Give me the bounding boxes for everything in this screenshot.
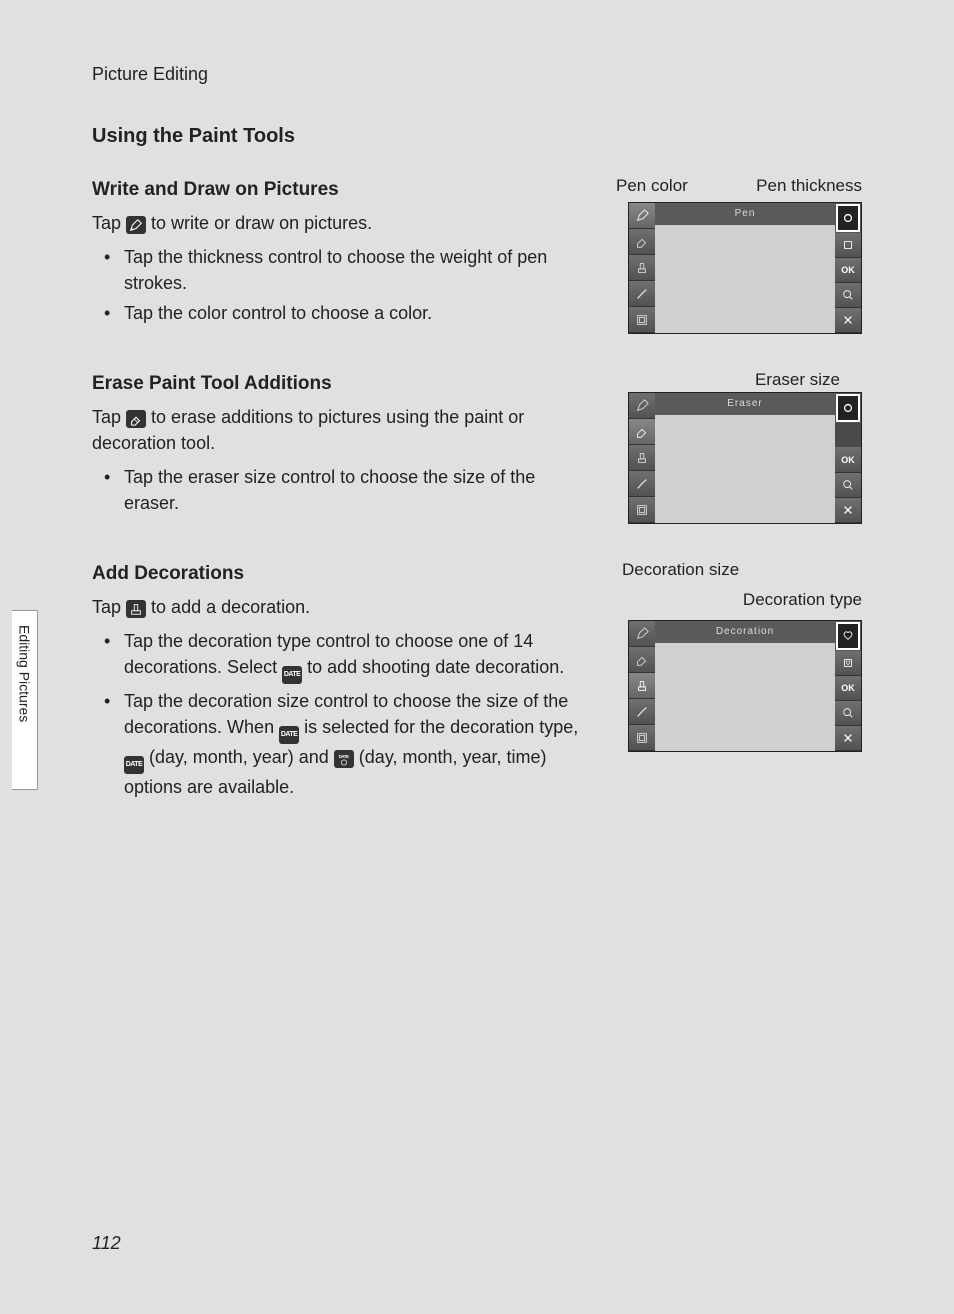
screen-title: Decoration	[655, 621, 835, 643]
label-decoration-type: Decoration type	[743, 590, 862, 610]
eraser-tool-button[interactable]	[629, 229, 655, 255]
label-decoration-size: Decoration size	[622, 560, 739, 580]
right-controls: OK	[835, 393, 861, 523]
section-erase: Erase Paint Tool Additions Tap to erase …	[92, 370, 862, 524]
pen-tool-button[interactable]	[629, 621, 655, 647]
intro-text: Tap to add a decoration.	[92, 594, 584, 620]
label-pen-color: Pen color	[616, 176, 688, 196]
tool-sidebar	[629, 203, 655, 333]
right-controls: OK	[835, 203, 861, 333]
stamp-tool-button[interactable]	[629, 255, 655, 281]
bullet-item: Tap the decoration type control to choos…	[110, 628, 584, 684]
figure-column: Eraser size Eraser OK	[602, 370, 862, 524]
screen-title: Eraser	[655, 393, 835, 415]
frame-tool-button[interactable]	[629, 497, 655, 523]
spacer	[835, 423, 861, 447]
zoom-button[interactable]	[835, 473, 861, 498]
date-icon: DATE	[279, 726, 299, 744]
pen-icon	[126, 216, 146, 234]
bullet-list: Tap the decoration type control to choos…	[92, 628, 584, 801]
intro-text: Tap to write or draw on pictures.	[92, 210, 584, 236]
main-title: Using the Paint Tools	[92, 125, 862, 148]
date-icon: DATE	[282, 666, 302, 684]
decoration-type-button[interactable]	[836, 622, 860, 650]
side-tab: Editing Pictures	[12, 610, 38, 790]
eraser-tool-button[interactable]	[629, 419, 655, 445]
svg-text:DATE: DATE	[339, 754, 349, 759]
tool-sidebar	[629, 393, 655, 523]
figure-column: Pen color Pen thickness Pen OK	[602, 176, 862, 334]
ok-button[interactable]: OK	[835, 676, 861, 701]
close-button[interactable]	[835, 308, 861, 333]
eraser-icon	[126, 410, 146, 428]
canvas-area[interactable]: Eraser	[655, 393, 835, 523]
pen-tool-button[interactable]	[629, 393, 655, 419]
ok-button[interactable]: OK	[835, 447, 861, 472]
color-control-button[interactable]	[835, 233, 861, 258]
eraser-size-button[interactable]	[836, 394, 860, 422]
brush-tool-button[interactable]	[629, 471, 655, 497]
bullet-list: Tap the eraser size control to choose th…	[92, 464, 584, 516]
figure-labels: Pen color Pen thickness	[602, 176, 862, 200]
stamp-tool-button[interactable]	[629, 673, 655, 699]
close-button[interactable]	[835, 498, 861, 523]
section-decorate: Add Decorations Tap to add a decoration.…	[92, 560, 862, 804]
thickness-control-button[interactable]	[836, 204, 860, 232]
figure-labels: Decoration size Decoration type	[602, 560, 862, 620]
text-column: Add Decorations Tap to add a decoration.…	[92, 560, 584, 804]
date-time-icon: DATE	[334, 750, 354, 768]
canvas-area[interactable]: Decoration	[655, 621, 835, 751]
brush-tool-button[interactable]	[629, 699, 655, 725]
pen-tool-button[interactable]	[629, 203, 655, 229]
figure-column: Decoration size Decoration type Decorati…	[602, 560, 862, 752]
decoration-size-button[interactable]	[835, 651, 861, 676]
stamp-icon	[126, 600, 146, 618]
text-column: Erase Paint Tool Additions Tap to erase …	[92, 370, 584, 520]
bullet-item: Tap the eraser size control to choose th…	[110, 464, 584, 516]
frame-tool-button[interactable]	[629, 307, 655, 333]
text-column: Write and Draw on Pictures Tap to write …	[92, 176, 584, 330]
frame-tool-button[interactable]	[629, 725, 655, 751]
section-write-draw: Write and Draw on Pictures Tap to write …	[92, 176, 862, 334]
brush-tool-button[interactable]	[629, 281, 655, 307]
zoom-button[interactable]	[835, 701, 861, 726]
ui-screenshot-eraser: Eraser OK	[628, 392, 862, 524]
manual-page: Picture Editing Using the Paint Tools Wr…	[0, 0, 954, 1314]
label-eraser-size: Eraser size	[602, 370, 862, 390]
tool-sidebar	[629, 621, 655, 751]
label-pen-thickness: Pen thickness	[756, 176, 862, 196]
zoom-button[interactable]	[835, 283, 861, 308]
bullet-list: Tap the thickness control to choose the …	[92, 244, 584, 326]
stamp-tool-button[interactable]	[629, 445, 655, 471]
date-icon: DATE	[124, 756, 144, 774]
bullet-item: Tap the decoration size control to choos…	[110, 688, 584, 800]
subsection-title: Erase Paint Tool Additions	[92, 370, 584, 398]
ui-screenshot-pen: Pen OK	[628, 202, 862, 334]
canvas-area[interactable]: Pen	[655, 203, 835, 333]
ui-screenshot-decoration: Decoration OK	[628, 620, 862, 752]
bullet-item: Tap the thickness control to choose the …	[110, 244, 584, 296]
page-number: 112	[92, 1233, 121, 1254]
ok-button[interactable]: OK	[835, 258, 861, 283]
right-controls: OK	[835, 621, 861, 751]
close-button[interactable]	[835, 726, 861, 751]
eraser-tool-button[interactable]	[629, 647, 655, 673]
subsection-title: Write and Draw on Pictures	[92, 176, 584, 204]
subsection-title: Add Decorations	[92, 560, 584, 588]
screen-title: Pen	[655, 203, 835, 225]
intro-text: Tap to erase additions to pictures using…	[92, 404, 584, 456]
section-header: Picture Editing	[92, 64, 862, 85]
bullet-item: Tap the color control to choose a color.	[110, 300, 584, 326]
